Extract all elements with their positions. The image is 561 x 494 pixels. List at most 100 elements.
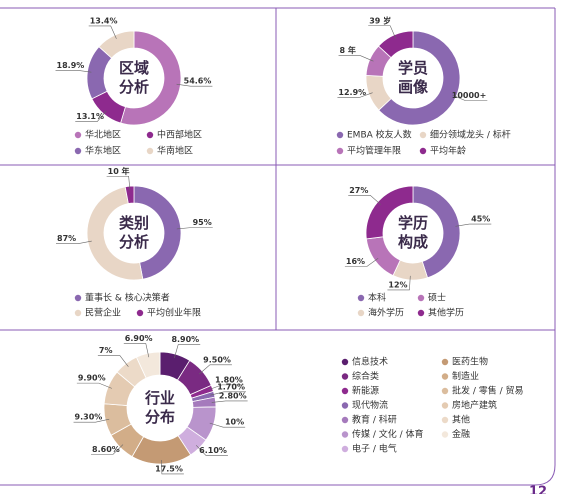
- legend-swatch: [146, 131, 154, 139]
- legend-swatch: [419, 147, 427, 155]
- leader-line: [208, 384, 244, 391]
- legend-label: 信息技术: [352, 356, 388, 368]
- legend-swatch: [336, 147, 344, 155]
- legend-label: 教育 / 科研: [352, 414, 397, 426]
- leader-line: [88, 25, 117, 39]
- legend-swatch: [341, 445, 349, 453]
- donut-segment: [135, 351, 161, 379]
- legend-label: 华北地区: [85, 129, 121, 141]
- legend-label: 华南地区: [157, 145, 193, 157]
- legend-swatch: [341, 373, 349, 380]
- leader-line: [199, 364, 232, 375]
- legend-label: 硕士: [428, 292, 446, 304]
- legend-label: 平均年龄: [430, 145, 466, 157]
- donut-segment: [378, 30, 461, 126]
- legend-label: 其他学历: [428, 307, 464, 319]
- leader-line: [176, 83, 213, 87]
- legend-swatch: [441, 402, 449, 409]
- leader-line: [97, 355, 129, 367]
- legend-label: 华东地区: [85, 145, 121, 157]
- legend-label: EMBA 校友人数: [347, 129, 412, 141]
- frame: [0, 7, 556, 486]
- legend-label: 房地产建筑: [452, 399, 497, 411]
- donut-segment: [120, 30, 182, 126]
- legend-swatch: [74, 131, 82, 139]
- legend-swatch: [341, 402, 349, 409]
- value-label: 6.10%: [199, 446, 227, 455]
- chart-title: 画像: [398, 78, 429, 96]
- value-label: 18.9%: [57, 61, 85, 70]
- chart-title: 行业: [144, 389, 175, 407]
- legend-label: 民营企业: [85, 307, 121, 319]
- legend-label: 综合类: [352, 370, 379, 382]
- leader-line: [76, 382, 112, 389]
- legend-label: 传媒 / 文化 / 体育: [352, 428, 424, 440]
- legend-swatch: [341, 431, 349, 438]
- legend-label: 制造业: [452, 370, 479, 382]
- leader-line: [344, 258, 379, 267]
- value-label: 16%: [346, 257, 365, 266]
- value-label: 6.90%: [125, 334, 153, 343]
- value-label: 10%: [225, 418, 244, 427]
- donut-segment: [133, 185, 182, 280]
- legend-label: 电子 / 电气: [352, 443, 397, 455]
- legend-swatch: [441, 387, 449, 395]
- leader-line: [368, 25, 397, 39]
- page-number: 12: [529, 485, 547, 494]
- value-label: 10000+: [452, 91, 487, 100]
- legend-label: 批发 / 零售 / 贸易: [452, 385, 524, 397]
- chart-title: 类别: [119, 214, 149, 232]
- leader-line: [55, 70, 92, 73]
- value-label: 17.5%: [155, 464, 183, 473]
- leader-line: [91, 444, 124, 455]
- legend-label: 新能源: [352, 385, 379, 397]
- value-label: 12%: [388, 280, 407, 289]
- leader-line: [211, 400, 248, 403]
- legend-label: 中西部地区: [157, 129, 202, 141]
- value-label: 9.30%: [75, 413, 103, 422]
- chart-title: 学员: [398, 59, 428, 77]
- leader-line: [106, 175, 131, 191]
- chart-title: 分析: [119, 78, 149, 96]
- value-label: 7%: [99, 346, 113, 355]
- value-label: 9.90%: [78, 374, 106, 383]
- legend-label: 本科: [368, 292, 386, 304]
- chart-title: 学历: [398, 214, 428, 232]
- leader-line: [174, 344, 201, 359]
- donut-segment: [98, 30, 135, 59]
- legend-swatch: [74, 294, 82, 302]
- chart-title: 区域: [119, 59, 149, 77]
- leader-line: [209, 422, 246, 428]
- legend-swatch: [441, 431, 449, 438]
- legend-swatch: [341, 416, 349, 424]
- legend-swatch: [341, 387, 349, 395]
- value-label: 13.1%: [76, 112, 104, 121]
- value-label: 2.80%: [219, 391, 247, 400]
- leader-line: [195, 445, 228, 456]
- value-label: 9.50%: [203, 355, 231, 364]
- legend-swatch: [74, 309, 82, 317]
- legend-label: 细分领域龙头 / 标杆: [430, 129, 511, 141]
- donut-segment: [365, 236, 401, 277]
- value-label: 13.4%: [90, 16, 118, 25]
- legend-swatch: [441, 373, 449, 380]
- value-label: 1.80%: [215, 375, 243, 384]
- legend-swatch: [357, 309, 365, 317]
- legend-swatch: [441, 416, 449, 424]
- legend-swatch: [74, 147, 82, 155]
- leader-line: [161, 459, 184, 475]
- donut-segment: [86, 186, 144, 281]
- leader-line: [455, 223, 492, 227]
- value-label: 8.60%: [92, 445, 120, 454]
- value-label: 12.9%: [338, 88, 366, 97]
- value-label: 87%: [57, 234, 76, 243]
- value-label: 8.90%: [171, 335, 199, 344]
- value-label: 8 年: [340, 45, 356, 55]
- leader-line: [176, 227, 213, 230]
- leader-line: [337, 92, 373, 98]
- legend-label: 平均管理年限: [347, 145, 401, 157]
- legend-swatch: [417, 294, 425, 302]
- legend-swatch: [146, 147, 154, 155]
- leader-line: [387, 275, 411, 291]
- donut-segment: [365, 185, 414, 240]
